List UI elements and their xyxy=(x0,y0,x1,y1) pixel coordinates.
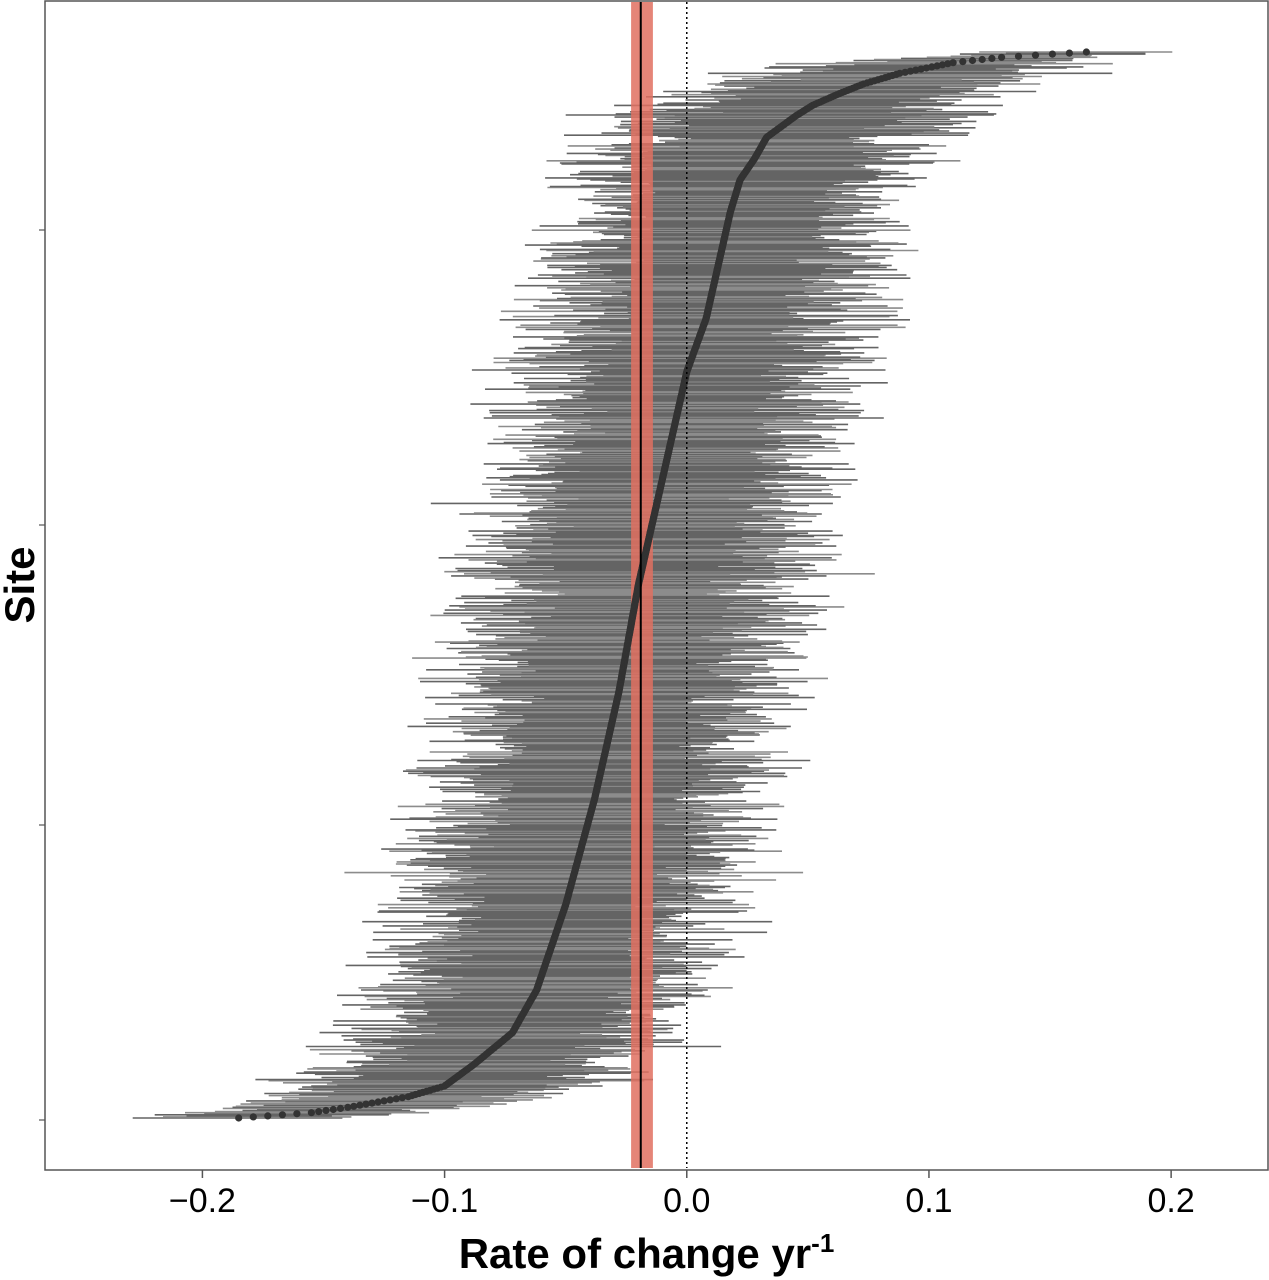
site-point xyxy=(356,1101,364,1109)
x-axis-title-text: Rate of change yr xyxy=(459,1230,811,1277)
site-point xyxy=(968,56,977,65)
site-point xyxy=(350,1102,358,1110)
site-point xyxy=(1082,48,1090,56)
site-point xyxy=(380,1097,388,1105)
site-points xyxy=(235,48,1090,1122)
site-point xyxy=(344,1103,352,1111)
x-axis-title-superscript: -1 xyxy=(811,1228,834,1258)
site-point xyxy=(949,59,957,67)
site-point xyxy=(386,1096,394,1104)
x-tick-label: 0.1 xyxy=(905,1182,952,1220)
site-point xyxy=(1048,50,1056,58)
site-point xyxy=(249,1113,257,1121)
x-axis-title: Rate of change yr-1 xyxy=(459,1228,835,1277)
site-point xyxy=(938,61,947,69)
x-tick-label: 0.0 xyxy=(663,1182,710,1220)
x-tick-label: −0.1 xyxy=(411,1182,478,1220)
site-point xyxy=(959,58,967,66)
site-point xyxy=(264,1112,272,1120)
site-point xyxy=(998,53,1006,61)
site-point xyxy=(1031,51,1040,59)
site-point xyxy=(906,67,915,75)
site-point xyxy=(1014,52,1023,60)
site-point xyxy=(307,1109,315,1117)
site-point xyxy=(988,54,996,63)
y-axis-title: Site xyxy=(0,546,43,623)
x-tick-label: 0.2 xyxy=(1147,1182,1194,1220)
site-point xyxy=(368,1099,376,1107)
x-tick-label: −0.2 xyxy=(169,1182,236,1220)
site-point xyxy=(362,1100,370,1108)
site-point xyxy=(336,1104,345,1112)
site-point xyxy=(322,1106,330,1115)
site-point xyxy=(278,1111,286,1119)
axis-ticks: −0.2 −0.1 0.0 0.1 0.2 xyxy=(39,229,1195,1220)
site-point xyxy=(315,1108,323,1116)
site-point xyxy=(235,1114,243,1122)
site-point xyxy=(922,64,931,72)
reference-lines xyxy=(639,2,688,1168)
plot-frame xyxy=(44,0,1269,1171)
site-point xyxy=(398,1094,406,1102)
site-point xyxy=(978,55,986,64)
site-point xyxy=(374,1098,382,1106)
site-point xyxy=(293,1110,301,1118)
site-point xyxy=(392,1095,400,1103)
site-point xyxy=(1065,49,1073,57)
site-point xyxy=(329,1105,337,1114)
